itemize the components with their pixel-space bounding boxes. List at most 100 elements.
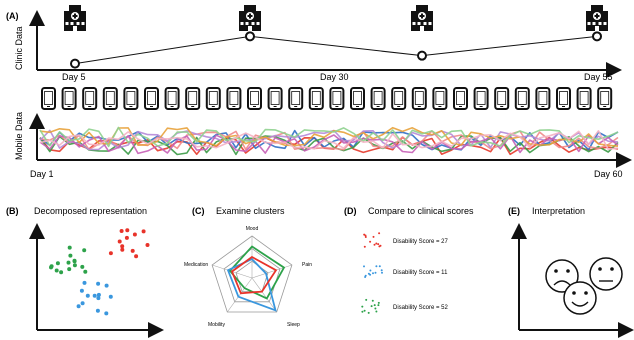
phone-icons [41, 87, 613, 110]
phone-icon [473, 87, 489, 110]
phone-icon [308, 87, 324, 110]
scatter-point [59, 270, 64, 275]
clinic-data-series [70, 31, 602, 69]
scatter-point [72, 263, 77, 268]
score-dot [372, 235, 375, 238]
scatter-point [82, 280, 87, 285]
score-dot [374, 307, 377, 310]
phone-icon [144, 87, 159, 110]
score-dot [364, 236, 367, 238]
phone-icon [370, 87, 386, 110]
panel-b-title: Decomposed representation [34, 206, 147, 216]
mobile-series-line [39, 129, 619, 151]
score-dot [377, 301, 380, 304]
scatter-point [145, 243, 150, 247]
scatter-point [96, 281, 101, 286]
scatter-point [72, 258, 77, 263]
clinic-point [417, 50, 427, 61]
panel-d-label: (D) [344, 206, 357, 216]
score-dot [375, 310, 378, 313]
score-dot [369, 240, 372, 243]
clinic-axis-label: Clinic Data [14, 26, 24, 70]
score-dot [374, 271, 377, 274]
hospital-icons [64, 5, 608, 31]
score-dot [371, 299, 374, 302]
score-label-3: Disability Score = 52 [393, 305, 449, 311]
mobile-day-start: Day 1 [30, 169, 54, 179]
scatter-point [67, 245, 72, 250]
phone-icon [350, 87, 365, 110]
panel-e-label: (E) [508, 206, 520, 216]
panel-c-title: Examine clusters [216, 206, 285, 216]
scatter-point [80, 301, 85, 306]
phone-icon [576, 87, 592, 110]
clinic-day-label-2: Day 30 [320, 72, 349, 82]
score-dot [364, 274, 367, 277]
scatter-point [117, 239, 122, 244]
scatter-point [82, 248, 87, 253]
score-label-2: Disability Score = 11 [393, 270, 448, 276]
scatter-point [54, 268, 59, 273]
score-dot [375, 242, 378, 245]
mobile-series-line [39, 126, 619, 148]
scatter-point [104, 311, 109, 316]
radar-spoke [251, 277, 277, 313]
mobile-series-line [39, 134, 619, 155]
score-dot [363, 233, 366, 236]
scatter-point [76, 304, 81, 309]
score-dot [378, 245, 381, 248]
phone-icon [185, 87, 201, 110]
scatter-point [108, 294, 113, 299]
score-dot [377, 304, 380, 307]
mobile-day-end: Day 60 [594, 169, 623, 179]
scatter-point [130, 248, 135, 253]
scatter-point [83, 269, 88, 274]
scatter-point [125, 228, 130, 233]
phone-icon [205, 87, 221, 110]
mobile-axis-label: Mobile Data [14, 112, 24, 160]
score-dot [361, 305, 364, 308]
radar-profile [228, 245, 286, 300]
radar-axis-mobility: Mobility [208, 322, 225, 328]
radar-spoke [227, 277, 253, 313]
scatter-point [55, 261, 60, 266]
score-dot [373, 243, 376, 246]
scatter-point [66, 260, 71, 265]
phone-icon [41, 87, 56, 110]
phone-icon [288, 87, 304, 110]
phone-icon [102, 87, 118, 110]
phone-icon [514, 87, 530, 110]
score-dot [363, 245, 366, 248]
score-dot [367, 272, 370, 275]
scatter-point [119, 229, 124, 233]
score-dot [375, 265, 378, 268]
phone-icon [164, 87, 180, 110]
phone-icon [453, 87, 468, 110]
hospital-icon [64, 5, 86, 31]
score-clusters [361, 232, 383, 314]
phone-icon [411, 87, 427, 110]
phone-icon [535, 87, 551, 110]
scatter-point [80, 264, 85, 269]
scatter-point [124, 235, 129, 240]
panel-d-title: Compare to clinical scores [368, 206, 474, 216]
score-dot [361, 310, 364, 313]
clinic-point [592, 31, 602, 42]
score-dot [365, 298, 368, 301]
radar-axis-medication: Medication [184, 262, 208, 268]
radar-axis-pain: Pain [302, 262, 312, 268]
phone-icon [556, 87, 571, 110]
phone-icon [329, 87, 345, 110]
clinic-point [70, 58, 80, 69]
scatter-point [68, 253, 73, 258]
scatter-point [104, 283, 109, 288]
cluster-scatter [49, 228, 150, 316]
score-dot [377, 243, 380, 246]
scatter-point [108, 251, 113, 256]
phone-icon [267, 87, 283, 110]
scatter-point [95, 308, 100, 313]
phone-icon [82, 87, 98, 110]
score-dot [378, 265, 381, 268]
radar-ring [211, 235, 293, 313]
